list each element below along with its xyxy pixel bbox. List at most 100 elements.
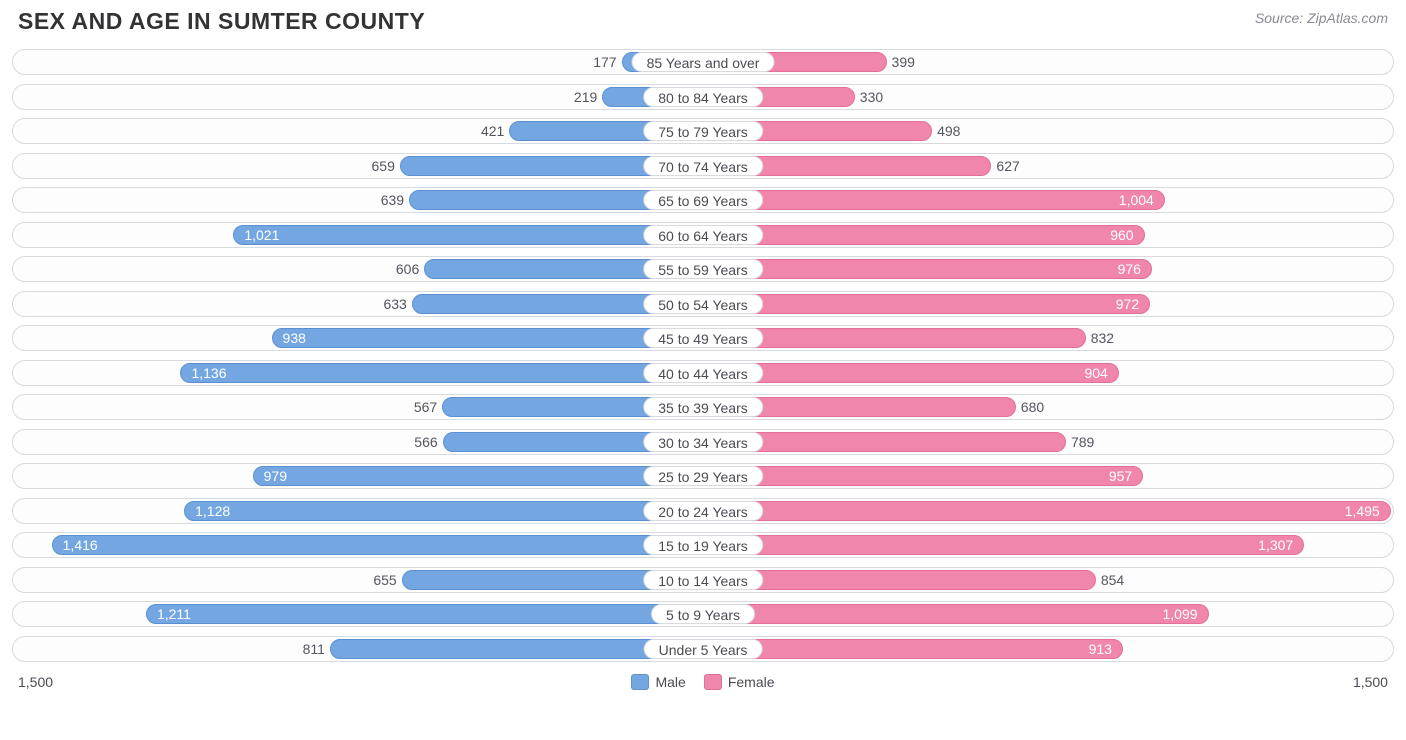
pyramid-row: 60697655 to 59 Years [12,256,1394,282]
pyramid-row: 1,416 1,307 15 to 19 Years [12,532,1394,558]
legend-swatch-male [631,674,649,690]
pyramid-row: 177 399 85 Years and over [12,49,1394,75]
pyramid-row: 639 1,00465 to 69 Years [12,187,1394,213]
male-value-label: 1,211 [147,606,201,622]
pyramid-row: 811 913 Under 5 Years [12,636,1394,662]
female-bar: 904 [703,363,1119,383]
female-bar: 1,004 [703,190,1165,210]
age-category-label: Under 5 Years [644,639,763,659]
age-category-label: 85 Years and over [632,52,775,72]
female-value-label: 976 [1108,261,1151,277]
female-bar: 976 [703,259,1152,279]
axis-label-left: 1,500 [18,674,53,690]
chart-header: SEX AND AGE IN SUMTER COUNTY Source: Zip… [12,8,1394,35]
pyramid-row: 1,2111,0995 to 9 Years [12,601,1394,627]
male-value-label: 979 [254,468,297,484]
female-value-label: 832 [1085,330,1124,346]
age-category-label: 25 to 29 Years [643,466,763,486]
legend-swatch-female [704,674,722,690]
male-bar: 979 [253,466,703,486]
pyramid-row: 1,021 960 60 to 64 Years [12,222,1394,248]
chart-source: Source: ZipAtlas.com [1255,10,1388,26]
pyramid-row: 566 789 30 to 34 Years [12,429,1394,455]
male-value-label: 811 [293,641,331,657]
legend-label-female: Female [728,674,775,690]
female-value-label: 960 [1100,227,1143,243]
pyramid-row: 938 832 45 to 49 Years [12,325,1394,351]
male-bar: 1,128 [184,501,703,521]
female-bar: 957 [703,466,1143,486]
female-value-label: 330 [854,89,893,105]
female-bar: 1,307 [703,535,1304,555]
male-bar: 1,021 [233,225,703,245]
pyramid-row: 655 854 10 to 14 Years [12,567,1394,593]
age-category-label: 50 to 54 Years [643,294,763,314]
male-value-label: 1,136 [181,365,236,381]
female-value-label: 680 [1015,399,1054,415]
age-category-label: 65 to 69 Years [643,190,763,210]
male-value-label: 421 [471,123,510,139]
age-category-label: 20 to 24 Years [643,501,763,521]
female-bar: 1,099 [703,604,1209,624]
age-category-label: 60 to 64 Years [643,225,763,245]
chart-legend: Male Female [631,674,774,690]
chart-title: SEX AND AGE IN SUMTER COUNTY [18,8,425,35]
male-value-label: 639 [371,192,410,208]
pyramid-row: 1,136 904 40 to 44 Years [12,360,1394,386]
male-value-label: 566 [404,434,443,450]
age-category-label: 10 to 14 Years [643,570,763,590]
male-value-label: 655 [363,572,402,588]
pyramid-row: 633 972 50 to 54 Years [12,291,1394,317]
legend-label-male: Male [655,674,685,690]
male-value-label: 659 [362,158,401,174]
female-value-label: 627 [990,158,1029,174]
pyramid-row: 1,128 1,495 20 to 24 Years [12,498,1394,524]
age-category-label: 35 to 39 Years [643,397,763,417]
legend-item-female: Female [704,674,775,690]
male-bar: 1,136 [180,363,703,383]
chart-footer: 1,500 Male Female 1,500 [12,670,1394,690]
female-value-label: 1,307 [1248,537,1303,553]
age-category-label: 45 to 49 Years [643,328,763,348]
age-category-label: 30 to 34 Years [643,432,763,452]
female-value-label: 913 [1079,641,1122,657]
male-value-label: 219 [564,89,603,105]
male-bar: 1,211 [146,604,703,624]
axis-label-right: 1,500 [1353,674,1388,690]
female-value-label: 1,099 [1152,606,1207,622]
male-value-label: 567 [404,399,443,415]
female-bar: 960 [703,225,1145,245]
male-value-label: 1,416 [53,537,108,553]
pyramid-row: 421 498 75 to 79 Years [12,118,1394,144]
male-bar: 938 [272,328,703,348]
male-value-label: 633 [373,296,412,312]
age-category-label: 40 to 44 Years [643,363,763,383]
male-value-label: 177 [583,54,622,70]
pyramid-row: 567 680 35 to 39 Years [12,394,1394,420]
age-category-label: 15 to 19 Years [643,535,763,555]
male-value-label: 1,021 [234,227,289,243]
female-value-label: 957 [1099,468,1142,484]
pyramid-row: 659 627 70 to 74 Years [12,153,1394,179]
female-value-label: 498 [931,123,970,139]
female-bar: 1,495 [703,501,1391,521]
age-category-label: 75 to 79 Years [643,121,763,141]
female-value-label: 854 [1095,572,1134,588]
female-value-label: 399 [886,54,925,70]
age-category-label: 80 to 84 Years [643,87,763,107]
male-value-label: 938 [273,330,316,346]
female-bar: 913 [703,639,1123,659]
female-value-label: 972 [1106,296,1149,312]
pyramid-row: 979 957 25 to 29 Years [12,463,1394,489]
legend-item-male: Male [631,674,685,690]
female-value-label: 1,495 [1335,503,1390,519]
population-pyramid-chart: 177 399 85 Years and over 219 330 80 to 84 Ye… [12,49,1394,662]
female-value-label: 904 [1074,365,1117,381]
age-category-label: 55 to 59 Years [643,259,763,279]
male-value-label: 1,128 [185,503,240,519]
age-category-label: 70 to 74 Years [643,156,763,176]
male-bar: 1,416 [52,535,703,555]
female-value-label: 789 [1065,434,1104,450]
pyramid-row: 219 330 80 to 84 Years [12,84,1394,110]
female-bar: 972 [703,294,1150,314]
